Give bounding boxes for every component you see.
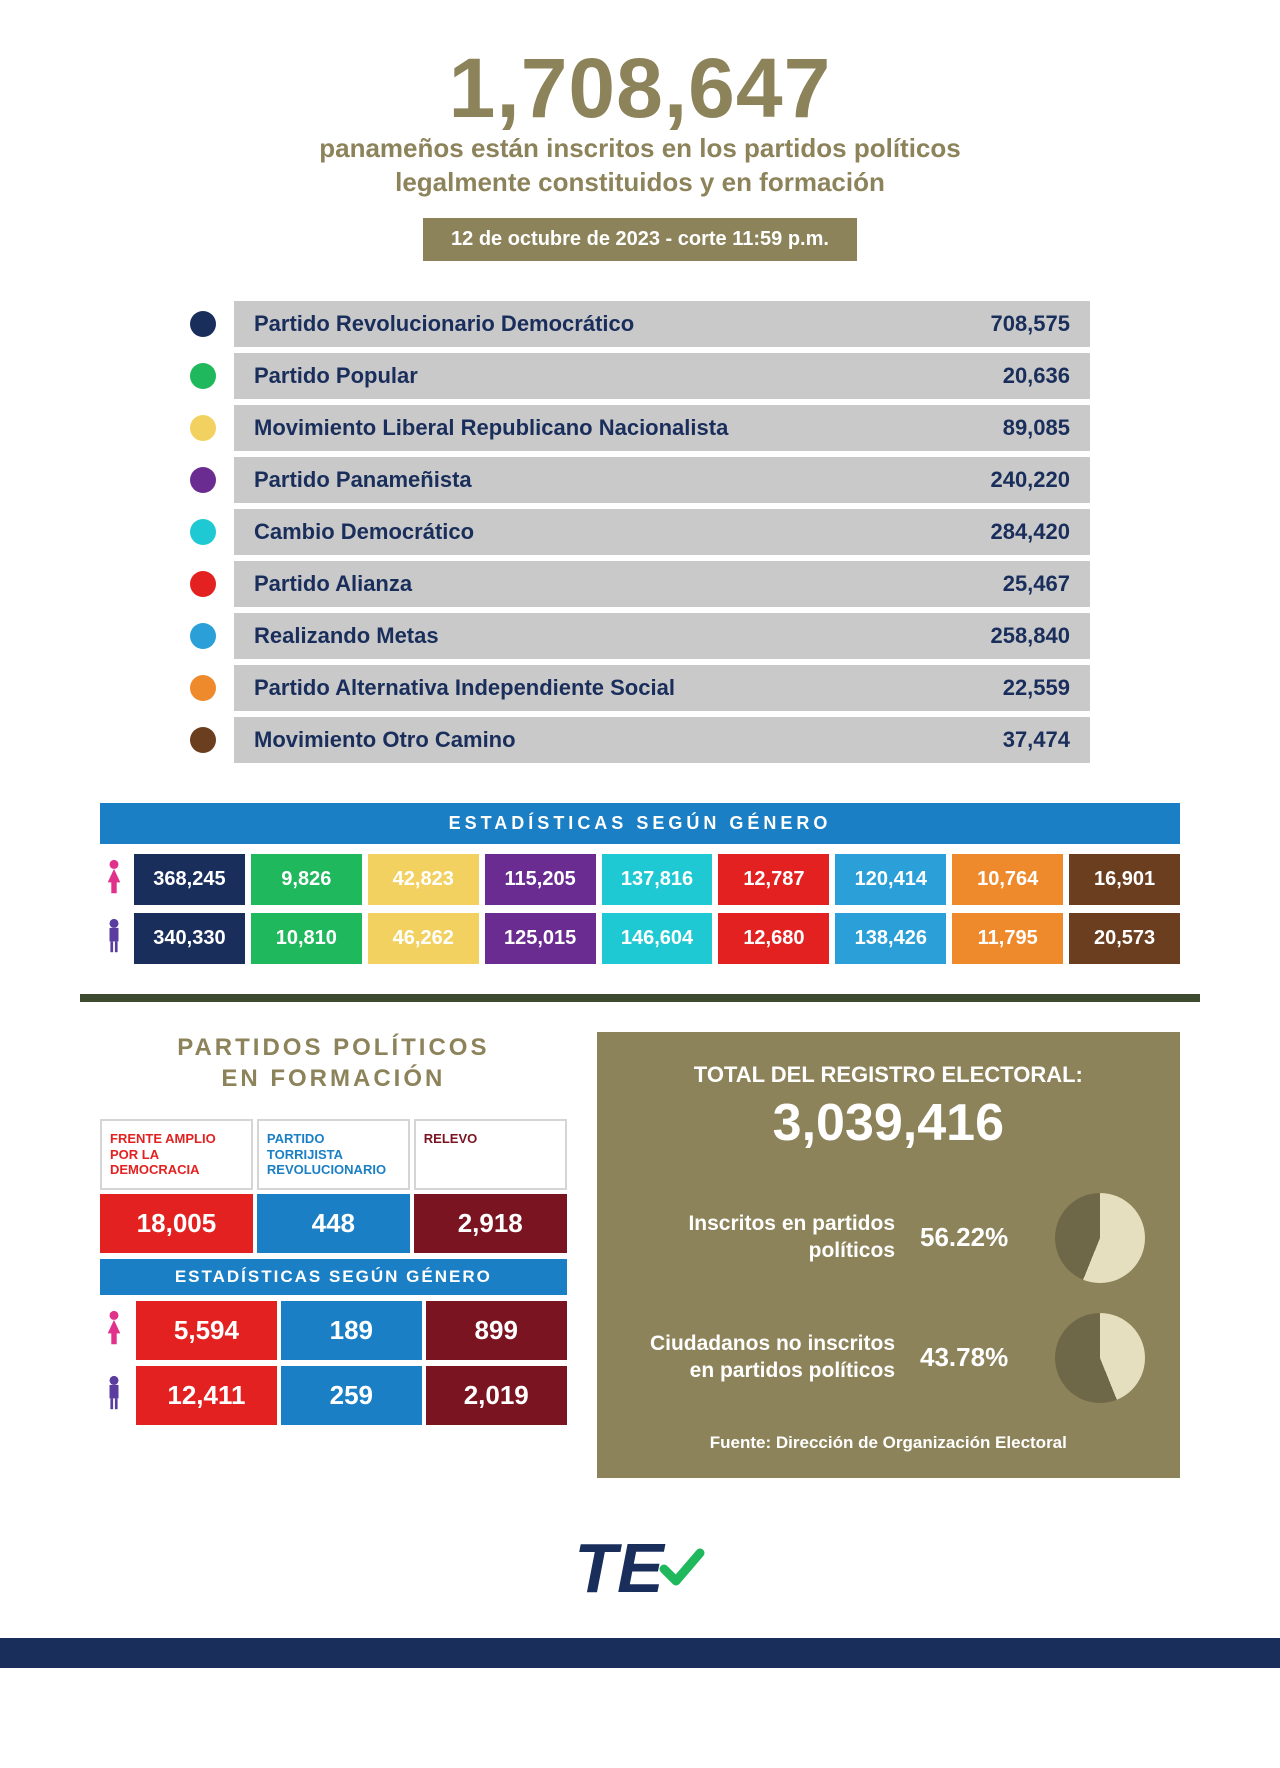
formation-cell: 2,019 — [426, 1366, 567, 1425]
party-row: Partido Revolucionario Democrático 708,5… — [190, 301, 1090, 347]
formation-cell: 899 — [426, 1301, 567, 1360]
party-name: Partido Revolucionario Democrático — [254, 311, 634, 337]
pie-chart-not-enrolled — [1055, 1313, 1145, 1403]
party-value: 708,575 — [990, 311, 1070, 337]
gender-cell: 146,604 — [602, 913, 713, 964]
party-name: Partido Panameñista — [254, 467, 472, 493]
party-row: Realizando Metas 258,840 — [190, 613, 1090, 659]
formation-panel: PARTIDOS POLÍTICOSEN FORMACIÓN FRENTE AM… — [100, 1032, 567, 1478]
gender-cell: 12,787 — [718, 854, 829, 905]
section-divider — [80, 994, 1200, 1002]
party-name: Movimiento Liberal Republicano Nacionali… — [254, 415, 728, 441]
party-row: Partido Alianza 25,467 — [190, 561, 1090, 607]
logo: TE — [80, 1478, 1200, 1638]
checkmark-icon — [656, 1543, 706, 1593]
gender-cell: 340,330 — [134, 913, 245, 964]
male-icon — [100, 1375, 128, 1416]
gender-cell: 138,426 — [835, 913, 946, 964]
party-value: 37,474 — [1003, 727, 1070, 753]
formation-cell: 18,005 — [100, 1194, 253, 1253]
formation-cell: 12,411 — [136, 1366, 277, 1425]
formation-cell: 259 — [281, 1366, 422, 1425]
party-name: Cambio Democrático — [254, 519, 474, 545]
formation-header-cell: RELEVO — [414, 1119, 567, 1190]
formation-header-cell: FRENTE AMPLIO POR LA DEMOCRACIA — [100, 1119, 253, 1190]
gender-cell: 368,245 — [134, 854, 245, 905]
gender-stats-header: ESTADÍSTICAS SEGÚN GÉNERO — [100, 803, 1180, 844]
party-name: Movimiento Otro Camino — [254, 727, 516, 753]
formation-cell: 5,594 — [136, 1301, 277, 1360]
registry-row-not-enrolled: Ciudadanos no inscritos en partidos polí… — [632, 1313, 1145, 1403]
party-name: Partido Popular — [254, 363, 418, 389]
formation-title: PARTIDOS POLÍTICOSEN FORMACIÓN — [100, 1032, 567, 1094]
gender-cell: 16,901 — [1069, 854, 1180, 905]
party-color-dot — [190, 363, 216, 389]
party-value: 284,420 — [990, 519, 1070, 545]
party-color-dot — [190, 623, 216, 649]
formation-header-cell: PARTIDO TORRIJISTA REVOLUCIONARIO — [257, 1119, 410, 1190]
gender-cell: 9,826 — [251, 854, 362, 905]
gender-cell: 20,573 — [1069, 913, 1180, 964]
party-color-dot — [190, 415, 216, 441]
formation-cell: 448 — [257, 1194, 410, 1253]
pie-chart-enrolled — [1055, 1193, 1145, 1283]
party-color-dot — [190, 571, 216, 597]
party-row: Cambio Democrático 284,420 — [190, 509, 1090, 555]
formation-row-male: 12,4112592,019 — [100, 1366, 567, 1425]
formation-cell: 189 — [281, 1301, 422, 1360]
hero-subtitle: panameños están inscritos en los partido… — [80, 132, 1200, 200]
party-row: Movimiento Otro Camino 37,474 — [190, 717, 1090, 763]
party-color-dot — [190, 467, 216, 493]
gender-cell: 10,810 — [251, 913, 362, 964]
gender-cell: 42,823 — [368, 854, 479, 905]
gender-cell: 12,680 — [718, 913, 829, 964]
formation-row-female: 5,594189899 — [100, 1301, 567, 1360]
party-row: Partido Popular 20,636 — [190, 353, 1090, 399]
party-color-dot — [190, 519, 216, 545]
party-value: 240,220 — [990, 467, 1070, 493]
party-name: Partido Alternativa Independiente Social — [254, 675, 675, 701]
gender-row-female: 368,2459,82642,823115,205137,81612,78712… — [100, 854, 1180, 905]
registry-label: TOTAL DEL REGISTRO ELECTORAL: — [632, 1062, 1145, 1088]
source-text: Fuente: Dirección de Organización Electo… — [632, 1433, 1145, 1453]
party-color-dot — [190, 675, 216, 701]
gender-cell: 125,015 — [485, 913, 596, 964]
formation-cell: 2,918 — [414, 1194, 567, 1253]
party-value: 20,636 — [1003, 363, 1070, 389]
gender-cell: 120,414 — [835, 854, 946, 905]
registry-row-enrolled: Inscritos en partidos políticos 56.22% — [632, 1193, 1145, 1283]
party-color-dot — [190, 727, 216, 753]
party-list: Partido Revolucionario Democrático 708,5… — [190, 301, 1090, 763]
gender-cell: 115,205 — [485, 854, 596, 905]
gender-row-male: 340,33010,81046,262125,015146,60412,6801… — [100, 913, 1180, 964]
gender-cell: 11,795 — [952, 913, 1063, 964]
party-color-dot — [190, 311, 216, 337]
party-value: 22,559 — [1003, 675, 1070, 701]
party-name: Realizando Metas — [254, 623, 439, 649]
party-row: Partido Alternativa Independiente Social… — [190, 665, 1090, 711]
footer-bar — [0, 1638, 1280, 1668]
female-icon — [100, 1310, 128, 1351]
party-value: 25,467 — [1003, 571, 1070, 597]
party-row: Movimiento Liberal Republicano Nacionali… — [190, 405, 1090, 451]
gender-cell: 10,764 — [952, 854, 1063, 905]
gender-stats-table: 368,2459,82642,823115,205137,81612,78712… — [100, 854, 1180, 964]
hero-number: 1,708,647 — [80, 40, 1200, 137]
formation-gender-header: ESTADÍSTICAS SEGÚN GÉNERO — [100, 1259, 567, 1295]
registry-panel: TOTAL DEL REGISTRO ELECTORAL: 3,039,416 … — [597, 1032, 1180, 1478]
party-name: Partido Alianza — [254, 571, 412, 597]
gender-cell: 46,262 — [368, 913, 479, 964]
registry-total: 3,039,416 — [632, 1093, 1145, 1153]
party-value: 258,840 — [990, 623, 1070, 649]
gender-cell: 137,816 — [602, 854, 713, 905]
female-icon — [100, 859, 128, 900]
party-row: Partido Panameñista 240,220 — [190, 457, 1090, 503]
male-icon — [100, 918, 128, 959]
date-badge: 12 de octubre de 2023 - corte 11:59 p.m. — [423, 218, 857, 261]
party-value: 89,085 — [1003, 415, 1070, 441]
